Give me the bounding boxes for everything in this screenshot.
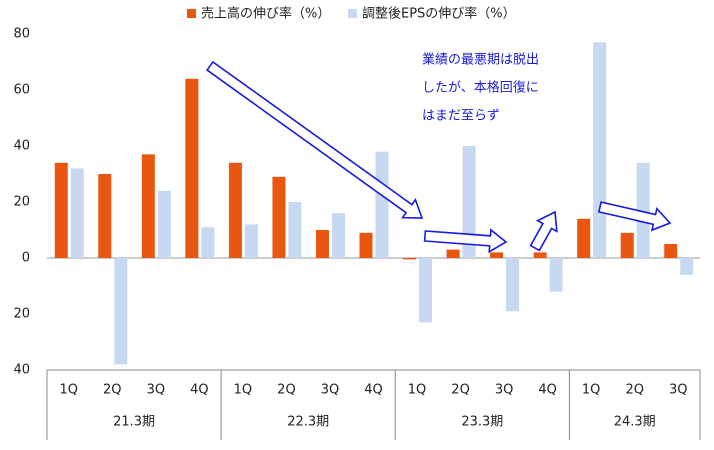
x-tick-label: 2Q xyxy=(103,383,122,398)
bar xyxy=(636,162,650,258)
bar xyxy=(244,224,258,258)
annotation: 業績の最悪期は脱出 xyxy=(422,52,539,68)
arrow xyxy=(423,228,508,254)
bar xyxy=(288,202,302,258)
y-tick-label: 40 xyxy=(13,363,30,378)
x-tick-label: 2Q xyxy=(625,383,644,398)
group-label: 21.3期 xyxy=(113,415,155,430)
legend-label: 売上高の伸び率（%） xyxy=(201,6,330,22)
annotation: はまだ至らず xyxy=(422,109,500,124)
x-tick-label: 3Q xyxy=(669,383,688,398)
x-tick-label: 1Q xyxy=(408,383,427,398)
x-tick-label: 2Q xyxy=(277,383,296,398)
bar xyxy=(98,174,112,258)
x-tick-label: 3Q xyxy=(495,383,514,398)
x-tick-label: 1Q xyxy=(582,383,601,398)
bar xyxy=(201,227,215,258)
bar xyxy=(114,258,128,365)
bar xyxy=(228,162,242,258)
group-label: 23.3期 xyxy=(461,415,503,430)
x-tick-label: 1Q xyxy=(234,383,253,398)
bar xyxy=(54,162,68,258)
bar xyxy=(549,258,563,292)
x-tick-label: 3Q xyxy=(321,383,340,398)
bar xyxy=(419,258,433,323)
bar xyxy=(70,168,84,258)
legend-label: 調整後EPSの伸び率（%） xyxy=(362,6,516,22)
bar xyxy=(446,249,460,258)
y-tick-label: 80 xyxy=(13,27,30,42)
group-label: 24.3期 xyxy=(614,415,656,430)
y-tick-label: 60 xyxy=(13,83,30,98)
bar xyxy=(506,258,520,312)
bar xyxy=(141,154,155,258)
arrow xyxy=(529,210,558,252)
annotation: したが、本格回復に xyxy=(422,80,539,96)
bar xyxy=(185,78,199,258)
x-tick-label: 3Q xyxy=(147,383,166,398)
bar xyxy=(157,190,171,258)
bar xyxy=(533,252,547,258)
bar xyxy=(403,258,417,260)
x-tick-label: 4Q xyxy=(190,383,209,398)
y-tick-label: 20 xyxy=(13,307,30,322)
bar xyxy=(664,244,678,258)
arrow xyxy=(205,60,424,219)
bar xyxy=(315,230,329,258)
group-label: 22.3期 xyxy=(287,415,329,430)
legend-swatch xyxy=(348,9,357,18)
bar xyxy=(680,258,694,275)
bar xyxy=(593,42,607,259)
bar xyxy=(462,146,476,258)
bar xyxy=(359,232,373,258)
bar xyxy=(331,213,345,258)
x-tick-label: 4Q xyxy=(364,383,383,398)
y-tick-label: 40 xyxy=(13,139,30,154)
bar xyxy=(620,232,634,258)
bar xyxy=(577,218,591,258)
y-tick-label: 20 xyxy=(13,195,30,210)
x-tick-label: 4Q xyxy=(538,383,557,398)
x-tick-label: 2Q xyxy=(451,383,470,398)
x-tick-label: 1Q xyxy=(60,383,79,398)
y-tick-label: 0 xyxy=(22,251,30,266)
arrow xyxy=(597,201,672,232)
bar xyxy=(490,252,504,258)
bar xyxy=(272,176,286,258)
legend-swatch xyxy=(187,9,196,18)
bar xyxy=(375,151,389,258)
